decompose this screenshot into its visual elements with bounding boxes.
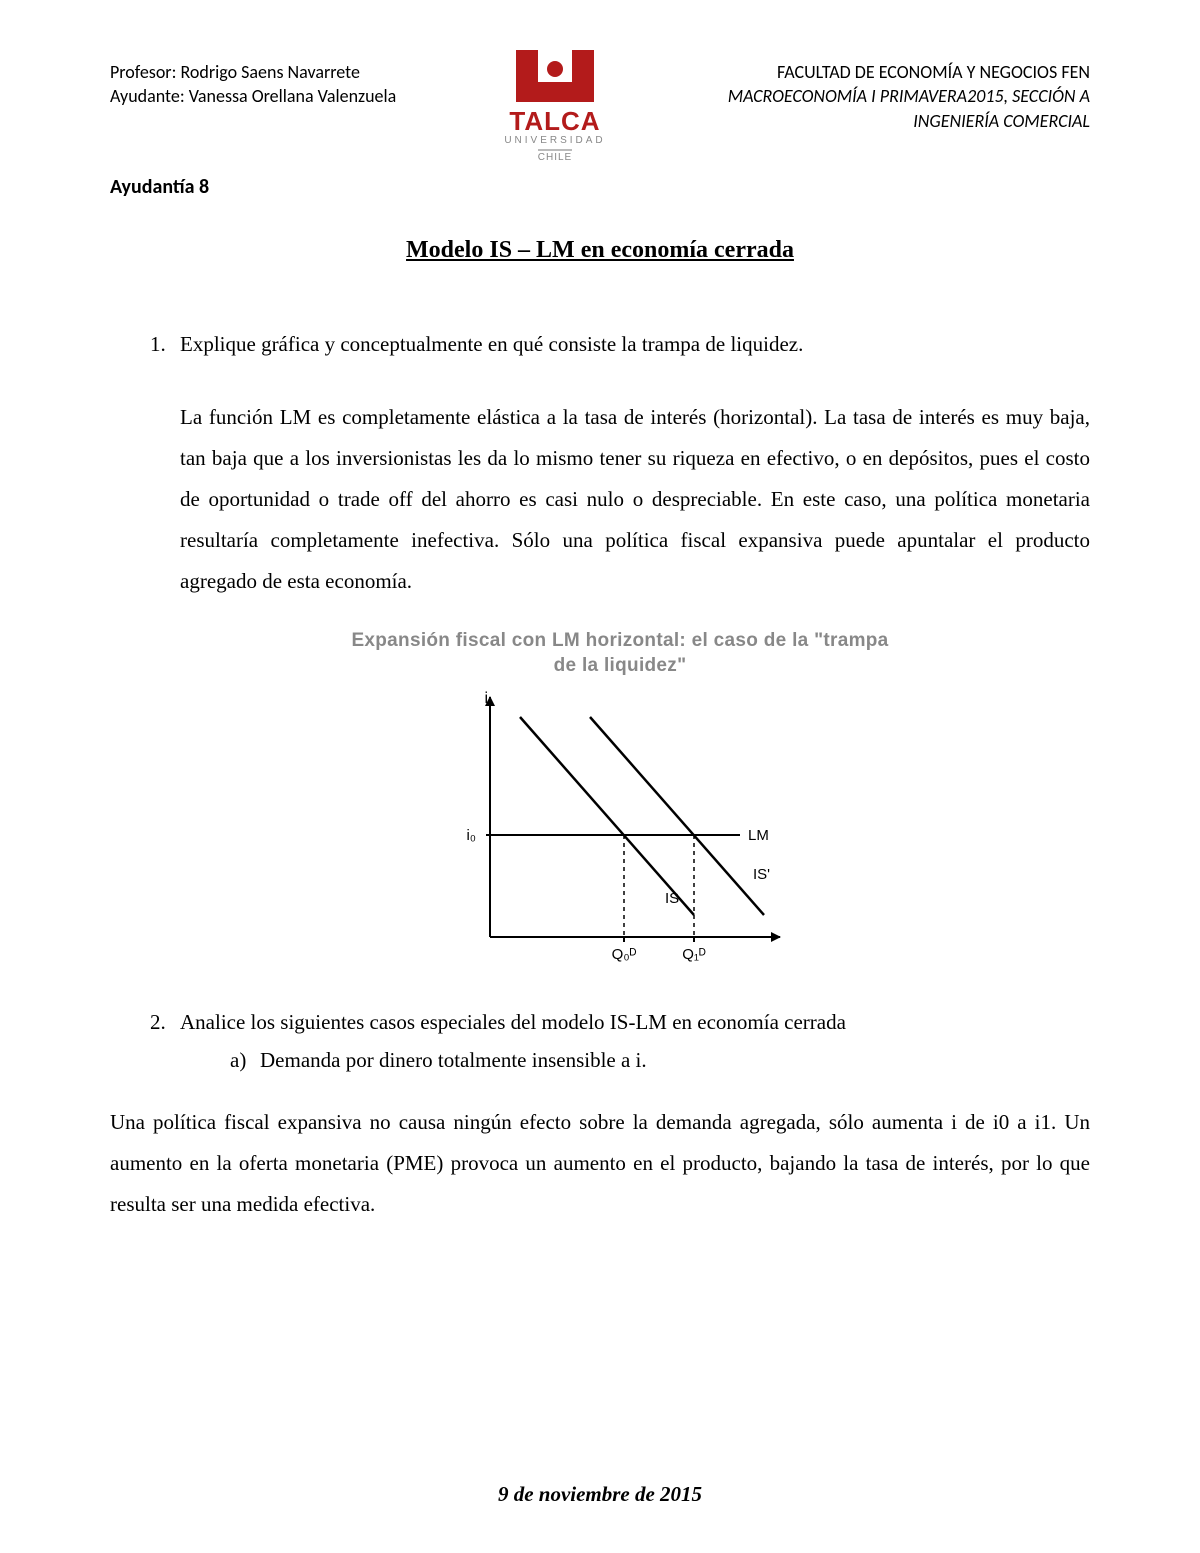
q2a-letter: a) xyxy=(230,1043,260,1079)
header-logo: TALCA UNIVERSIDAD CHILE xyxy=(475,50,635,165)
question-2a: a) Demanda por dinero totalmente insensi… xyxy=(230,1043,1090,1079)
footer-date: 9 de noviembre de 2015 xyxy=(0,1482,1200,1507)
q1-number: 1. xyxy=(150,324,180,365)
figure-title: Expansión fiscal con LM horizontal: el c… xyxy=(150,628,1090,679)
document-header: Profesor: Rodrigo Saens Navarrete Ayudan… xyxy=(110,60,1090,165)
talca-logo: TALCA UNIVERSIDAD CHILE xyxy=(504,50,605,165)
figure-block: Expansión fiscal con LM horizontal: el c… xyxy=(110,628,1090,991)
is-lm-chart: i LM i₀ IS IS' Q₀ᴰ Q₁ᴰ xyxy=(440,687,800,977)
svg-text:IS: IS xyxy=(665,890,679,907)
svg-text:i: i xyxy=(484,690,488,707)
svg-text:IS': IS' xyxy=(753,866,770,883)
assistant-line: Ayudante: Vanessa Orellana Valenzuela xyxy=(110,84,420,108)
svg-text:Q₀ᴰ: Q₀ᴰ xyxy=(612,946,637,963)
q1-text: Explique gráfica y conceptualmente en qu… xyxy=(180,324,803,365)
ayudantia-label: Ayudantía 8 xyxy=(110,175,1090,199)
logo-text-universidad: UNIVERSIDAD xyxy=(504,135,605,146)
document-title: Modelo IS – LM en economía cerrada xyxy=(110,237,1090,264)
question-1: 1. Explique gráfica y conceptualmente en… xyxy=(110,324,1090,365)
logo-text-talca: TALCA xyxy=(504,106,605,137)
q2a-text: Demanda por dinero totalmente insensible… xyxy=(260,1043,647,1079)
q2-number: 2. xyxy=(150,1005,180,1041)
figure-title-l1: Expansión fiscal con LM horizontal: el c… xyxy=(351,630,888,651)
logo-text-chile: CHILE xyxy=(538,149,572,163)
q1-answer: La función LM es completamente elástica … xyxy=(180,397,1090,602)
logo-u-shape xyxy=(516,50,594,102)
faculty-line: FACULTAD DE ECONOMÍA Y NEGOCIOS FEN xyxy=(690,60,1090,84)
header-right: FACULTAD DE ECONOMÍA Y NEGOCIOS FEN MACR… xyxy=(690,60,1090,133)
q2-text: Analice los siguientes casos especiales … xyxy=(180,1005,846,1041)
header-left: Profesor: Rodrigo Saens Navarrete Ayudan… xyxy=(110,60,420,109)
svg-text:i₀: i₀ xyxy=(466,827,476,844)
figure-title-l2: de la liquidez" xyxy=(554,655,687,676)
professor-line: Profesor: Rodrigo Saens Navarrete xyxy=(110,60,420,84)
svg-text:Q₁ᴰ: Q₁ᴰ xyxy=(682,946,706,963)
course-line: MACROECONOMÍA I PRIMAVERA2015, SECCIÓN A xyxy=(690,84,1090,108)
program-line: INGENIERÍA COMERCIAL xyxy=(690,109,1090,133)
svg-text:LM: LM xyxy=(748,827,769,844)
q2-answer: Una política fiscal expansiva no causa n… xyxy=(110,1102,1090,1225)
question-2: 2. Analice los siguientes casos especial… xyxy=(150,1005,1090,1041)
document-content: 1. Explique gráfica y conceptualmente en… xyxy=(110,324,1090,1225)
